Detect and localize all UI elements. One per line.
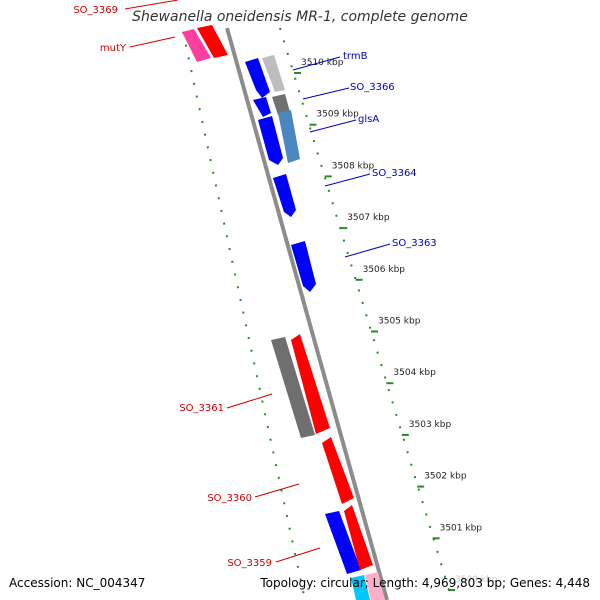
leader-trmb [292,56,341,71]
gene-so3369 [182,29,211,62]
gene-so3360 [322,437,354,504]
scale-label: 3504 kbp [393,368,436,378]
scale-label: 3506 kbp [363,265,406,275]
label-so3366: SO_3366 [350,82,395,93]
gene-so3366-gray [272,94,290,115]
scale-label: 3508 kbp [332,161,375,171]
leader-so3364 [324,173,371,187]
gene-trmb-blue [245,58,270,98]
leader-so3363 [344,243,391,258]
label-so3369: SO_3369 [73,5,118,16]
scale-label: 3509 kbp [316,110,359,120]
scale-label: 3501 kbp [440,523,483,533]
label-so3363: SO_3363 [392,238,437,249]
scale-label: 3502 kbp [424,472,467,482]
leader-so3361 [226,393,273,409]
leader-so3366 [302,87,350,100]
scale-label: 3503 kbp [409,420,452,430]
label-so3364: SO_3364 [372,168,417,179]
label-glsa: glsA [358,114,379,125]
label-trmb: trmB [343,51,368,62]
scale-label: 3505 kbp [378,317,421,327]
scale-label: 3507 kbp [347,213,390,223]
genome-backbone [225,27,389,600]
scale-label: 3500 kbp [455,575,498,585]
gene-muty [197,25,228,58]
accession-text: Accession: NC_004347 [9,576,146,590]
scale-ticks: 3510 kbp 3509 kbp 3508 kbp 3507 kbp 3506 kbp… [294,58,498,591]
gene-glsa-blue [258,116,283,165]
scale-label: 3510 kbp [301,58,344,68]
gene-so3359-red [344,505,373,570]
label-muty: mutY [100,43,127,54]
label-so3360: SO_3360 [207,493,252,504]
gene-glsa-steel [278,110,300,163]
leader-so3359 [275,547,321,563]
gene-so3361-red [291,334,330,434]
gene-bottom-cyan [351,575,370,600]
gene-so3363 [291,241,316,292]
gene-so3359-blue [325,511,361,574]
map-title: Shewanella oneidensis MR-1, complete gen… [132,9,468,25]
gene-trmb-gray [262,55,285,92]
gene-so3361-gray [271,337,315,438]
gene-so3366-blue [253,97,271,117]
leader-so3360 [254,483,300,498]
gene-so3364 [273,174,296,217]
label-so3359: SO_3359 [227,558,272,569]
leader-glsa [309,119,357,133]
gene-bottom-pink [365,572,385,600]
label-so3361: SO_3361 [179,403,224,414]
leader-so3369 [124,0,179,10]
topology-summary: Topology: circular; Length: 4,969,803 bp… [260,576,590,590]
leader-muty [129,36,176,48]
